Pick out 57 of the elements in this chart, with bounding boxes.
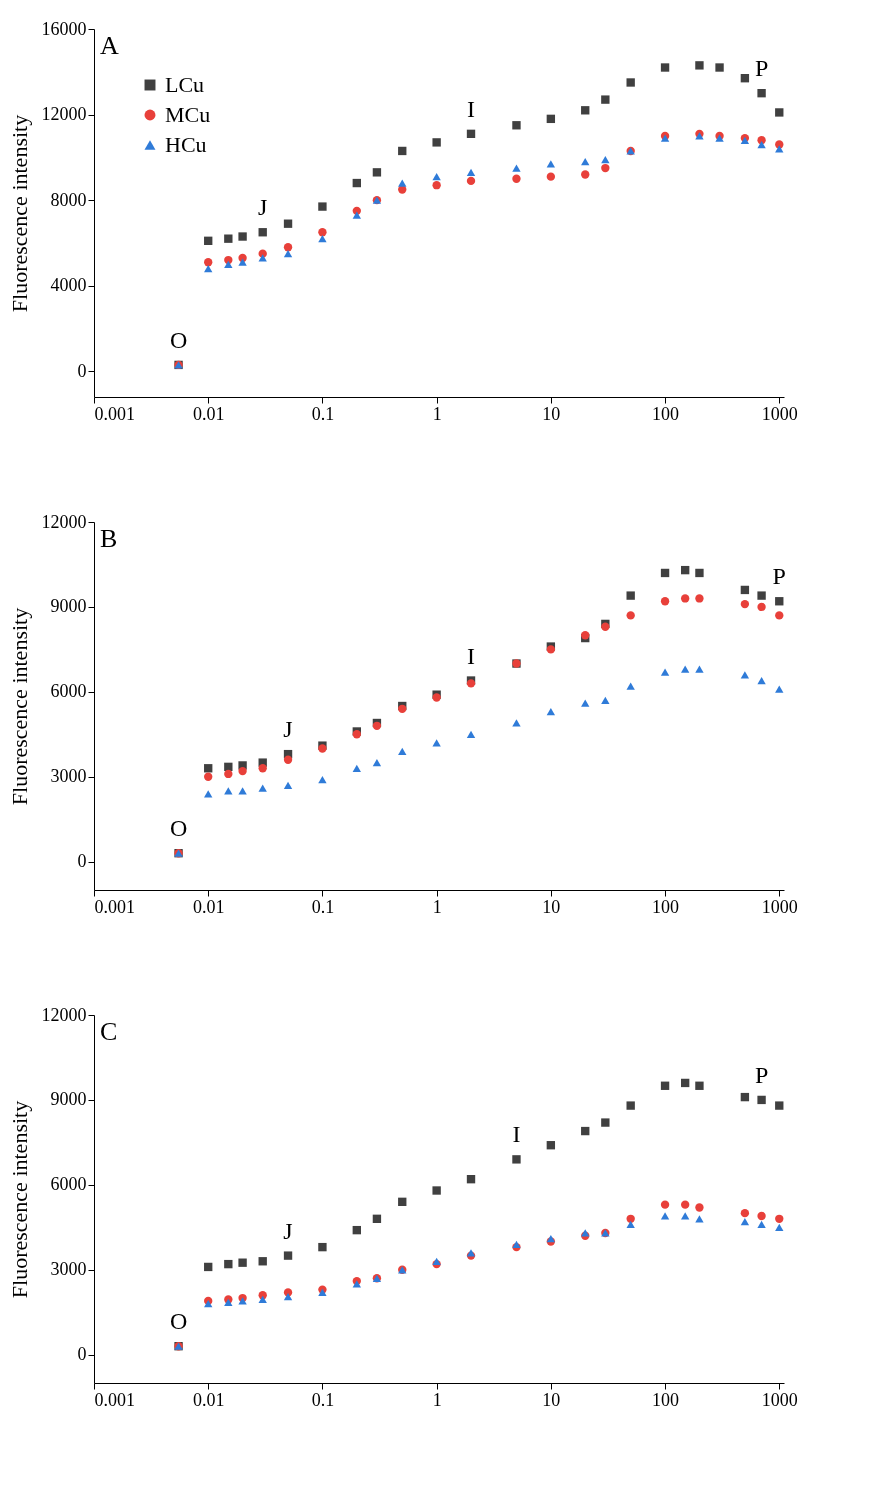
- x-tick-label: 0.01: [192, 403, 225, 424]
- y-tick-label: 6000: [50, 681, 87, 702]
- x-tick-label: 1000: [761, 1389, 798, 1410]
- annotation: J: [283, 716, 293, 743]
- y-axis-title: Fluorescence intensity: [6, 1100, 32, 1299]
- y-axis-title: Fluorescence intensity: [6, 607, 32, 806]
- x-tick-label: 100: [652, 896, 680, 917]
- legend-label: HCu: [165, 132, 207, 157]
- y-tick-label: 12000: [41, 1004, 87, 1025]
- legend-label: LCu: [165, 72, 205, 97]
- x-tick-label: 100: [652, 1389, 680, 1410]
- y-axis-title: Fluorescence intensity: [6, 114, 32, 313]
- annotation: B: [100, 524, 118, 553]
- x-tick-label: 0.01: [192, 896, 225, 917]
- x-tick-label: 0.001: [94, 896, 135, 917]
- annotation: O: [169, 326, 188, 353]
- x-tick-label: 1: [432, 403, 442, 424]
- annotation: O: [169, 815, 188, 842]
- x-tick-label: 10: [542, 896, 561, 917]
- y-tick-label: 9000: [50, 1089, 87, 1110]
- x-tick-label: 1000: [761, 403, 798, 424]
- x-tick-label: 0.1: [311, 1389, 335, 1410]
- x-tick-label: 0.001: [94, 1389, 135, 1410]
- y-tick-label: 8000: [50, 189, 87, 210]
- x-tick-label: 1000: [761, 896, 798, 917]
- x-tick-label: 10: [542, 1389, 561, 1410]
- y-tick-label: 3000: [50, 1259, 87, 1280]
- annotation: J: [283, 1217, 293, 1244]
- y-tick-label: 16000: [41, 18, 87, 39]
- y-tick-label: 12000: [41, 511, 87, 532]
- y-tick-label: 4000: [50, 275, 87, 296]
- y-tick-label: 6000: [50, 1174, 87, 1195]
- annotation: I: [512, 1121, 521, 1148]
- y-tick-label: 0: [77, 851, 87, 872]
- x-tick-label: 100: [652, 403, 680, 424]
- annotation: J: [258, 194, 268, 221]
- x-tick-label: 0.001: [94, 403, 135, 424]
- annotation: P: [772, 563, 786, 590]
- y-tick-label: 0: [77, 1344, 87, 1365]
- legend-label: MCu: [165, 102, 211, 127]
- x-tick-label: 0.1: [311, 403, 335, 424]
- y-tick-label: 0: [77, 360, 87, 381]
- y-tick-label: 12000: [41, 104, 87, 125]
- y-tick-label: 3000: [50, 766, 87, 787]
- annotation: I: [467, 95, 476, 122]
- annotation: P: [754, 55, 769, 82]
- x-tick-label: 1: [432, 1389, 442, 1410]
- x-tick-label: 0.01: [192, 1389, 225, 1410]
- x-tick-label: 10: [542, 403, 561, 424]
- annotation: C: [100, 1017, 118, 1046]
- annotation: I: [467, 642, 476, 669]
- x-tick-label: 1: [432, 896, 442, 917]
- annotation: A: [100, 31, 119, 60]
- x-tick-label: 0.1: [311, 896, 335, 917]
- annotation: P: [754, 1061, 769, 1088]
- annotation: O: [169, 1308, 188, 1335]
- y-tick-label: 9000: [50, 596, 87, 617]
